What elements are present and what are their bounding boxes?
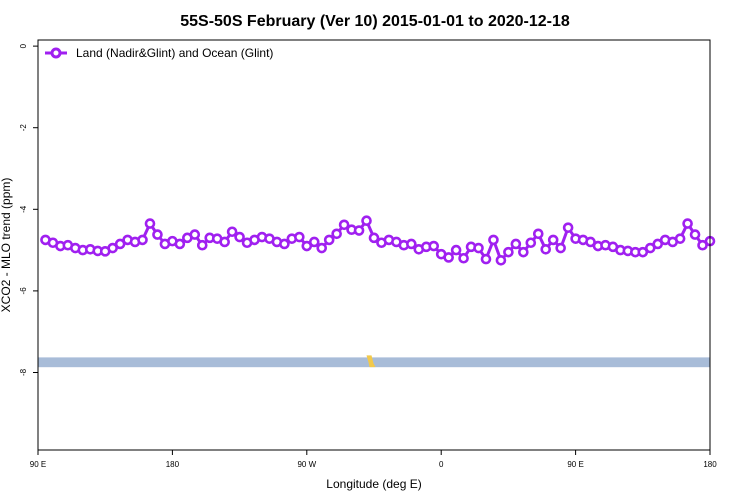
x-tick-label: 0	[439, 460, 444, 469]
data-point	[279, 238, 290, 250]
data-point	[488, 234, 499, 246]
data-point	[174, 238, 186, 250]
y-tick-label: 0	[19, 43, 28, 48]
y-tick-label: -2	[19, 124, 28, 132]
data-point	[555, 242, 566, 254]
x-tick-label: 180	[166, 460, 180, 469]
data-point	[234, 231, 245, 243]
y-axis: 0 -2 -4 -6 -8	[19, 43, 38, 376]
data-point	[450, 244, 462, 256]
data-point	[644, 242, 656, 254]
data-point	[368, 232, 380, 244]
band-highlight	[366, 355, 376, 368]
chart-title: 55S-50S February (Ver 10) 2015-01-01 to …	[180, 13, 570, 30]
data-point	[674, 233, 686, 244]
data-point	[316, 242, 328, 254]
x-tick-label: 180	[703, 460, 717, 469]
data-point	[219, 236, 230, 248]
data-point	[562, 222, 574, 233]
data-point	[226, 226, 238, 238]
data-point	[338, 219, 350, 231]
y-tick-label: -4	[19, 205, 28, 213]
data-point	[323, 234, 335, 246]
x-tick-label: 90 E	[567, 460, 583, 469]
data-point	[585, 236, 596, 248]
data-point	[480, 253, 492, 265]
x-axis: 90 E 180 90 W 0 90 E 180	[30, 450, 717, 469]
plot-frame	[37, 39, 711, 451]
data-point	[196, 239, 208, 251]
data-point	[308, 236, 320, 248]
data-point	[458, 252, 469, 264]
y-tick-label: -8	[19, 368, 28, 376]
data-point	[689, 229, 701, 240]
data-point	[301, 240, 313, 252]
legend: Land (Nadir&Glint) and Ocean (Glint)	[45, 46, 273, 60]
data-point	[189, 229, 201, 240]
data-point	[294, 231, 305, 243]
x-tick-label: 90 W	[297, 460, 316, 469]
data-point	[361, 215, 372, 227]
data-point	[495, 254, 507, 266]
data-point	[682, 218, 693, 229]
data-point	[428, 240, 440, 252]
data-point	[518, 246, 529, 258]
data-point	[406, 238, 417, 250]
data-point	[652, 238, 664, 250]
data-point	[532, 228, 544, 240]
y-axis-label: XCO2 - MLO trend (ppm)	[0, 178, 13, 313]
plot-area	[38, 215, 716, 368]
y-tick-label: -6	[19, 287, 28, 295]
data-point	[331, 228, 342, 240]
data-point	[144, 218, 156, 229]
data-point	[114, 238, 126, 250]
data-point	[540, 243, 552, 255]
data-point	[443, 252, 454, 263]
data-point	[473, 242, 484, 254]
data-point	[137, 234, 148, 246]
x-axis-label: Longitude (deg E)	[326, 477, 421, 491]
legend-circle-marker	[50, 47, 62, 59]
data-point	[697, 239, 708, 251]
data-band	[38, 357, 710, 368]
data-point	[353, 225, 365, 236]
data-point	[510, 238, 522, 250]
data-point	[503, 246, 514, 258]
x-tick-label: 90 E	[30, 460, 46, 469]
data-point	[152, 229, 163, 240]
legend-label: Land (Nadir&Glint) and Ocean (Glint)	[76, 46, 273, 60]
data-point	[547, 234, 559, 246]
data-point	[107, 242, 118, 254]
data-point	[637, 246, 649, 258]
data-point	[525, 237, 537, 249]
